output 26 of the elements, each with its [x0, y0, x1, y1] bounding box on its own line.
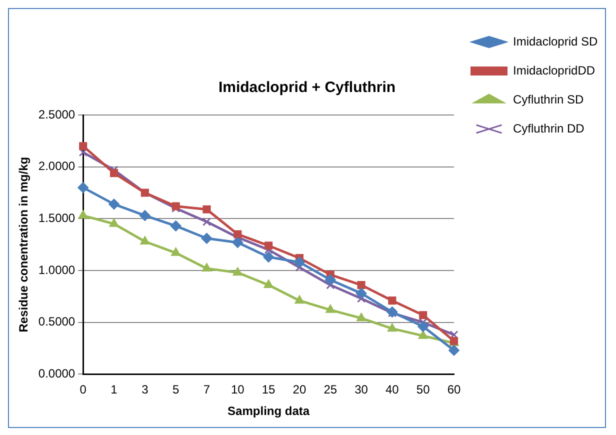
y-tick-label: 1.0000 — [38, 262, 76, 277]
x-axis-title: Sampling data — [228, 404, 310, 418]
y-tick-label: 0.0000 — [38, 366, 76, 381]
chart-title: Imidacloprid + Cyfluthrin — [218, 79, 396, 96]
y-tick-label: 0.5000 — [38, 314, 76, 329]
y-axis-title: Residue conentration in mg/kg — [16, 156, 31, 332]
y-tick-label: 1.5000 — [38, 210, 76, 225]
x-tick-label: 3 — [142, 382, 149, 397]
x-tick-label: 0 — [80, 382, 87, 397]
x-tick-label: 50 — [416, 382, 430, 397]
x-tick-label: 10 — [230, 382, 245, 397]
x-tick-label: 30 — [354, 382, 368, 397]
x-tick-label: 1 — [110, 382, 118, 397]
x-tick-label: 60 — [447, 382, 461, 397]
x-tick-label: 7 — [203, 382, 210, 397]
x-tick-label: 15 — [262, 382, 276, 397]
x-tick-label: 20 — [292, 382, 306, 397]
x-tick-label: 40 — [386, 382, 400, 397]
y-tick-label: 2.5000 — [38, 107, 76, 122]
legend-label: Cyfluthrin DD — [513, 121, 585, 136]
legend-label: ImidaclopridDD — [513, 63, 596, 78]
legend-label: Cyfluthrin SD — [513, 92, 584, 106]
legend-label: Imidacloprid SD — [513, 34, 598, 48]
x-tick-label: 5 — [172, 382, 180, 397]
y-tick-label: 2.0000 — [38, 159, 76, 174]
x-tick-label: 25 — [324, 382, 338, 397]
